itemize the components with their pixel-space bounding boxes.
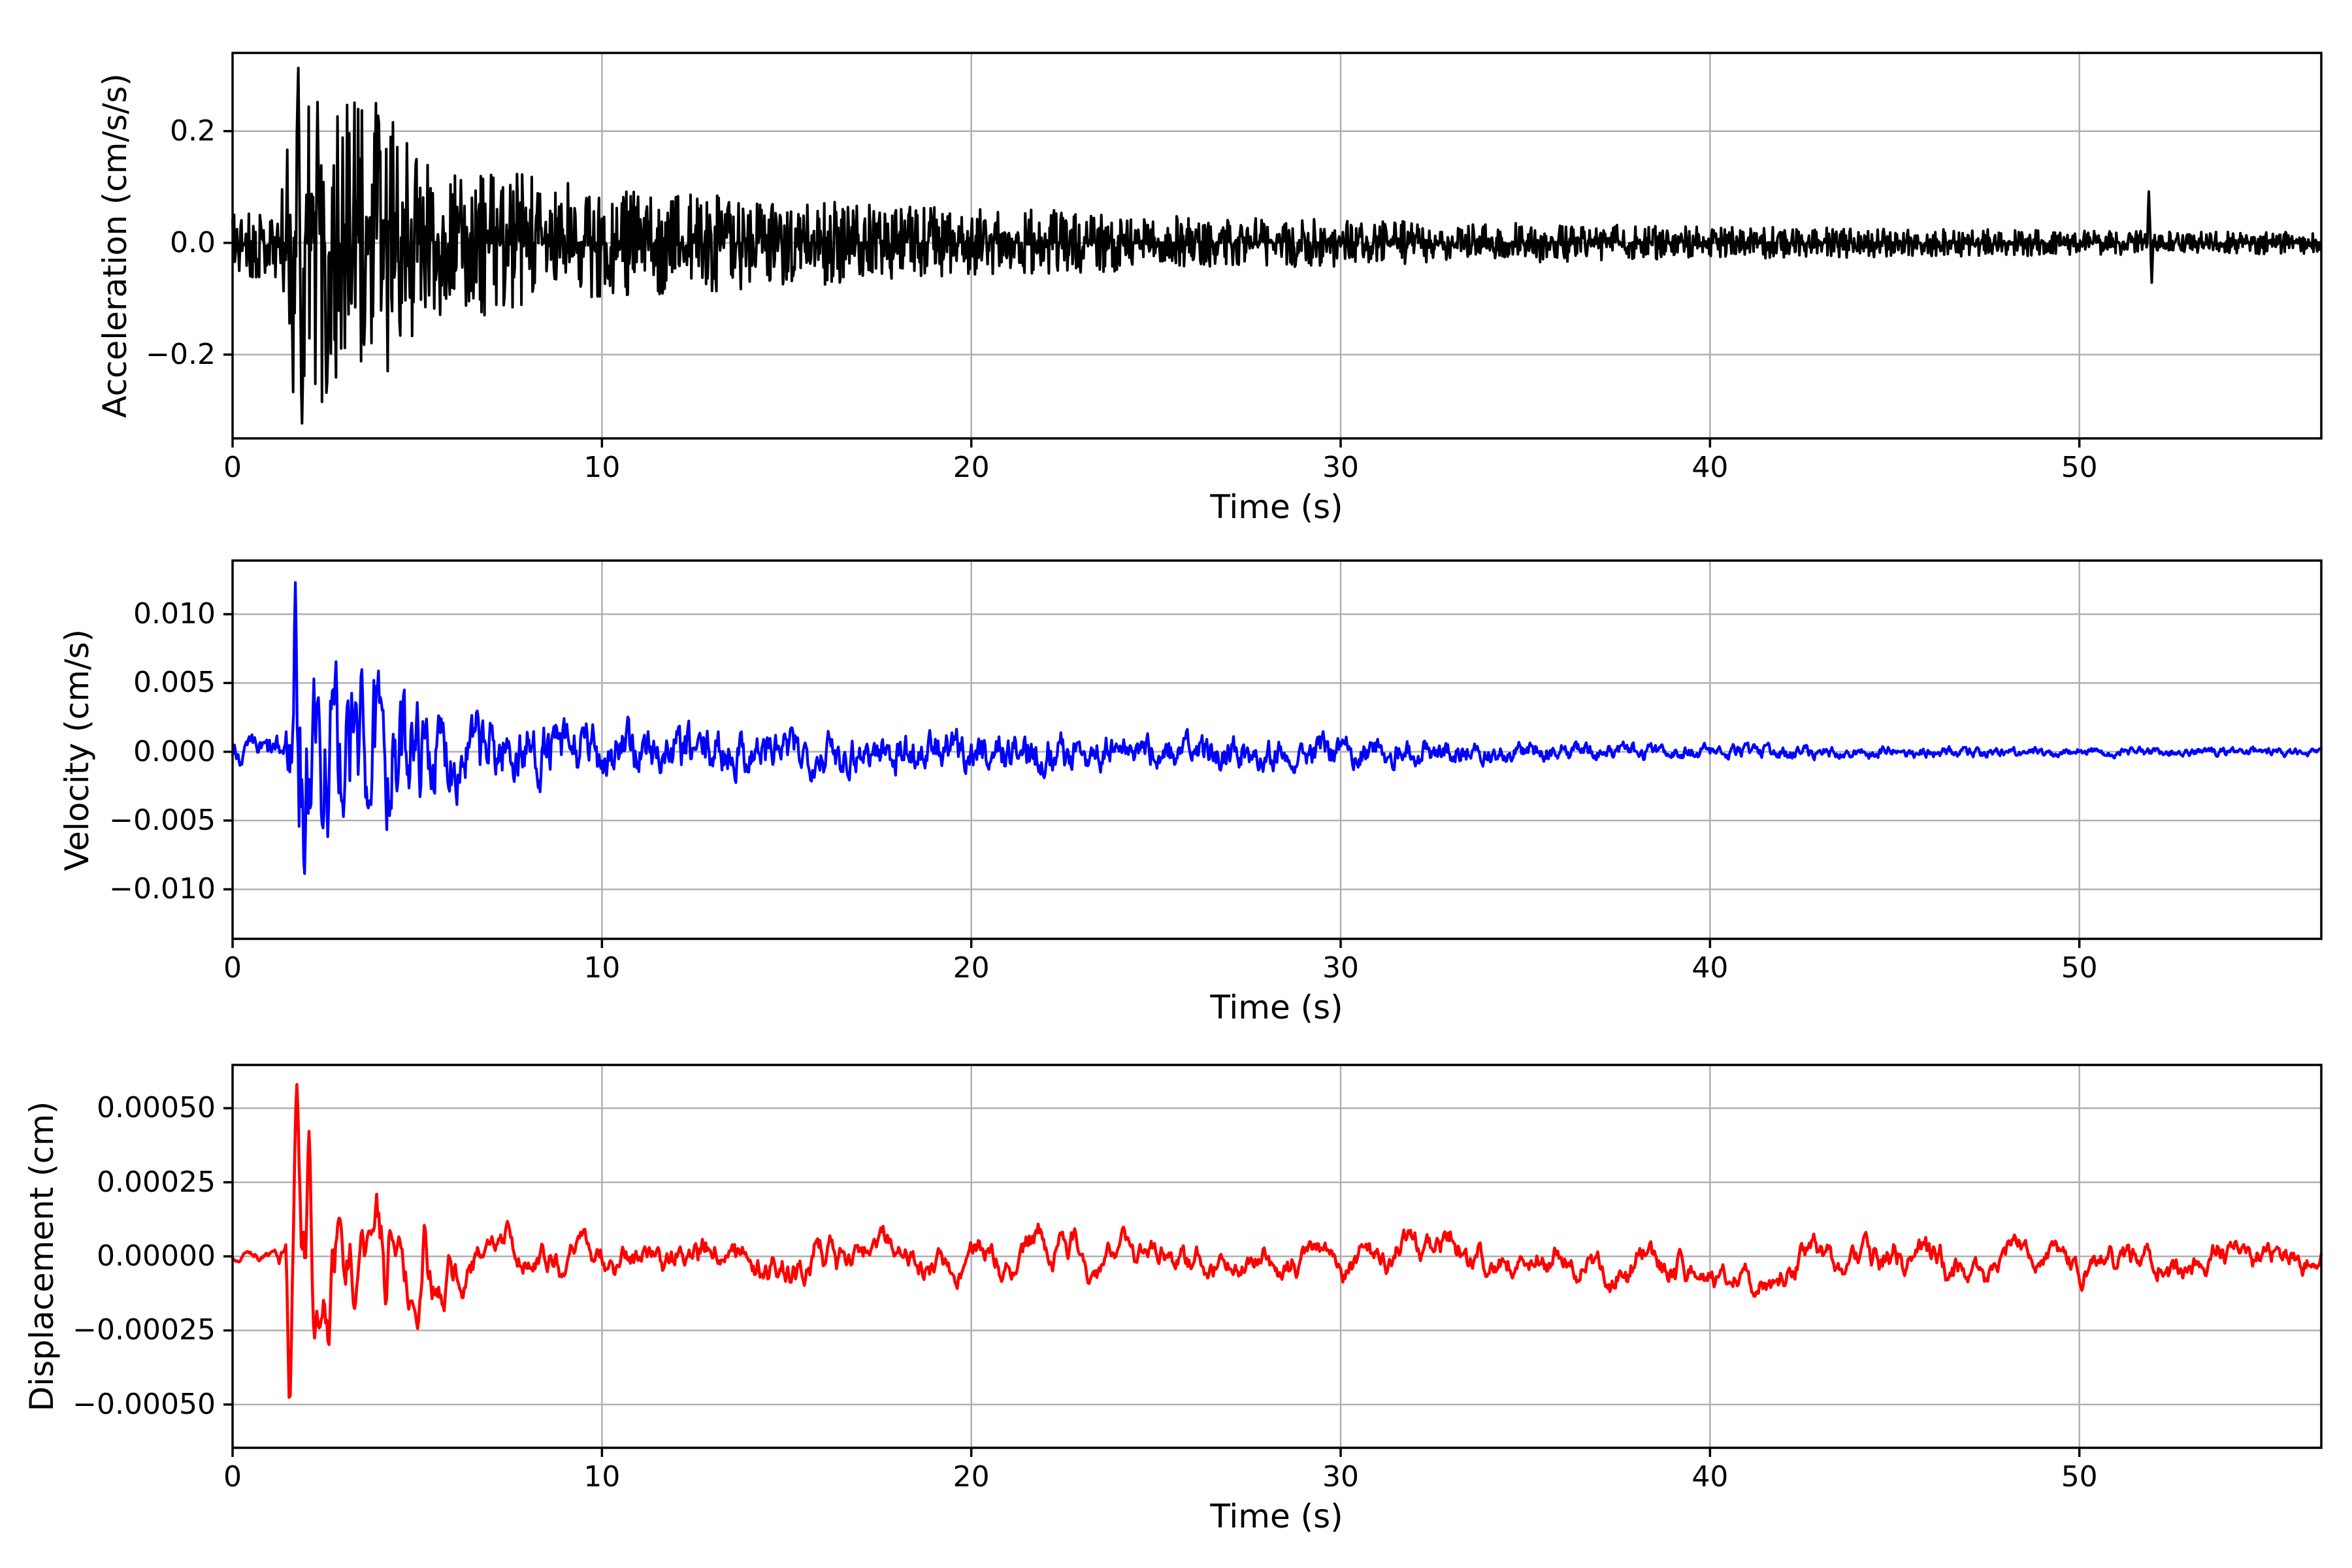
acceleration-y-tick-label-0.2: 0.2 (170, 114, 216, 148)
displacement-x-tick-label-0: 0 (223, 1460, 242, 1494)
displacement-y-tick-label-−0.00025: −0.00025 (73, 1313, 216, 1347)
displacement-x-tick-label-50: 50 (2061, 1460, 2098, 1494)
displacement-x-tick-label-40: 40 (1691, 1460, 1729, 1494)
subplot-velocity (223, 559, 2323, 948)
velocity-y-tick-label-0.000: 0.000 (133, 734, 216, 768)
subplot-displacement (223, 1064, 2323, 1457)
velocity-y-tick-label-−0.005: −0.005 (109, 803, 216, 837)
velocity-trace (231, 581, 2323, 875)
displacement-y-tick-label-0.00025: 0.00025 (97, 1165, 216, 1199)
acceleration-y-tick-label-−0.2: −0.2 (146, 337, 216, 371)
velocity-y-tick-label-0.010: 0.010 (133, 596, 216, 630)
acceleration-x-tick-label-10: 10 (583, 451, 621, 484)
acceleration-trace (231, 67, 2323, 425)
displacement-y-tick-label-0.00050: 0.00050 (97, 1091, 216, 1125)
velocity-y-tick-label-0.005: 0.005 (133, 666, 216, 700)
velocity-x-tick-label-50: 50 (2061, 951, 2098, 985)
acceleration-x-tick-label-0: 0 (223, 451, 242, 484)
acceleration-axes-box (231, 52, 2323, 440)
velocity-y-axis-label: Velocity (cm/s) (58, 629, 96, 872)
displacement-trace (231, 1083, 2323, 1399)
velocity-y-tick-label-−0.010: −0.010 (109, 872, 216, 906)
time-x-axis-label-top: Time (s) (1210, 488, 1343, 526)
acceleration-x-tick-label-50: 50 (2061, 451, 2098, 484)
displacement-x-tick-label-30: 30 (1322, 1460, 1360, 1494)
time-x-axis-label-middle: Time (s) (1210, 988, 1343, 1026)
displacement-y-tick-label-0.00000: 0.00000 (97, 1239, 216, 1273)
acceleration-x-tick-label-40: 40 (1691, 451, 1729, 484)
velocity-x-tick-label-20: 20 (953, 951, 990, 985)
time-x-axis-label-bottom: Time (s) (1210, 1497, 1343, 1535)
velocity-axes-box (231, 559, 2323, 940)
displacement-y-axis-label: Displacement (cm) (23, 1101, 61, 1412)
subplot-acceleration (223, 52, 2323, 448)
acceleration-y-tick-label-0.0: 0.0 (170, 225, 216, 259)
displacement-x-tick-label-10: 10 (583, 1460, 621, 1494)
displacement-y-tick-label-−0.00050: −0.00050 (73, 1387, 216, 1421)
velocity-x-tick-label-0: 0 (223, 951, 242, 985)
velocity-x-tick-label-40: 40 (1691, 951, 1729, 985)
acceleration-x-tick-label-30: 30 (1322, 451, 1360, 484)
velocity-x-tick-label-10: 10 (583, 951, 621, 985)
displacement-x-tick-label-20: 20 (953, 1460, 990, 1494)
acceleration-y-axis-label: Acceleration (cm/s/s) (96, 73, 134, 418)
velocity-x-tick-label-30: 30 (1322, 951, 1360, 985)
acceleration-x-tick-label-20: 20 (953, 451, 990, 484)
